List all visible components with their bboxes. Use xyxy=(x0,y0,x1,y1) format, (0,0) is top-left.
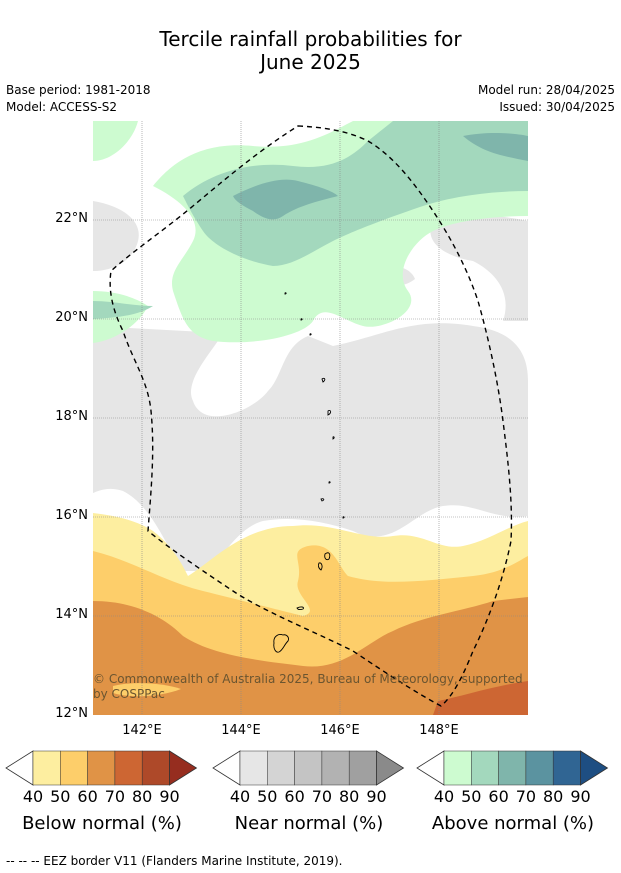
colorbar-segment-over xyxy=(169,750,198,786)
island-small-4 xyxy=(284,292,287,295)
colorbar-segment xyxy=(471,750,499,786)
lat-label-12: 12°N xyxy=(55,706,88,721)
colorbar-tick-label: 70 xyxy=(311,787,333,806)
model-run-text: Model run: 28/04/2025 xyxy=(477,83,615,97)
colorbar-segment xyxy=(87,750,116,786)
lon-label-148: 148°E xyxy=(419,723,459,738)
colorbar-tick-label: 60 xyxy=(488,787,509,806)
colorbar-segment-under xyxy=(212,750,241,786)
colorbar-segment xyxy=(348,750,377,786)
map-title-line2: June 2025 xyxy=(260,50,361,74)
issued-text: Issued: 30/04/2025 xyxy=(499,100,615,114)
colorbar-segment xyxy=(321,750,350,786)
colorbar-label-above: Above normal (%) xyxy=(431,813,595,834)
lat-label-22: 22°N xyxy=(55,211,88,226)
colorbar-segment xyxy=(498,750,527,786)
colorbar-label-near: Near normal (%) xyxy=(234,813,384,834)
colorbar-label-below: Below normal (%) xyxy=(22,813,182,834)
colorbar-tick-label: 80 xyxy=(543,787,564,806)
below-normal-80-region xyxy=(433,681,528,715)
colorbar-tick-label: 50 xyxy=(257,787,278,806)
island-small-5 xyxy=(309,333,312,336)
colorbar-segment xyxy=(60,750,88,786)
colorbar-segment xyxy=(267,750,295,786)
colorbar-segment-under xyxy=(416,750,445,786)
island-rota xyxy=(296,606,304,611)
lon-label-146: 146°E xyxy=(320,723,360,738)
lat-label-14: 14°N xyxy=(55,607,88,622)
model-text: Model: ACCESS-S2 xyxy=(6,100,118,114)
colorbar-segment xyxy=(294,750,323,786)
lat-label-16: 16°N xyxy=(55,508,88,523)
colorbar-segment-over xyxy=(580,750,609,786)
colorbar-tick-label: 60 xyxy=(77,787,98,806)
colorbar-segment-over xyxy=(376,750,405,786)
near-normal-region-central xyxy=(93,323,528,571)
colorbar-tick-label: 40 xyxy=(433,787,455,806)
colorbar-segment xyxy=(525,750,554,786)
colorbar-below-normal xyxy=(5,750,198,786)
colorbar-segment xyxy=(239,750,268,786)
colorbar-segment xyxy=(32,750,61,786)
rainfall-probability-map: © Commonwealth of Australia 2025, Bureau… xyxy=(93,121,528,715)
colorbars xyxy=(5,750,609,786)
island-guam xyxy=(273,634,289,653)
island-small-2 xyxy=(328,481,331,484)
lon-label-144: 144°E xyxy=(221,723,261,738)
colorbar-tick-label: 90 xyxy=(570,787,591,806)
colorbar-segment xyxy=(141,750,170,786)
copyright-notice-line1: © Commonwealth of Australia 2025, Bureau… xyxy=(93,672,523,686)
colorbar-tick-label: 80 xyxy=(132,787,153,806)
above-normal-60-region xyxy=(93,121,528,319)
graticule xyxy=(93,121,528,715)
below-normal-60-small-patch xyxy=(113,683,181,697)
base-period-text: Base period: 1981-2018 xyxy=(6,83,151,97)
lat-label-18: 18°N xyxy=(55,409,88,424)
colorbar-segment-under xyxy=(5,750,34,786)
colorbar-near-normal xyxy=(212,750,405,786)
island-anatahan xyxy=(320,498,325,502)
island-tinian xyxy=(317,562,323,571)
colorbar-tick-label: 70 xyxy=(104,787,126,806)
island-agrihan xyxy=(321,377,326,383)
map-canvas xyxy=(93,121,528,715)
colorbar-above-normal xyxy=(416,750,609,786)
copyright-notice-line2: by COSPPac xyxy=(93,687,165,701)
colorbar-tick-label: 90 xyxy=(159,787,180,806)
map-title-line1: Tercile rainfall probabilities for xyxy=(159,27,462,51)
island-pagan xyxy=(327,410,332,416)
colorbar-tick-label: 40 xyxy=(229,787,251,806)
colorbar-tick-label: 60 xyxy=(284,787,305,806)
island-saipan xyxy=(324,552,331,561)
near-normal-region-north-east xyxy=(430,215,528,321)
colorbar-tick-label: 80 xyxy=(339,787,360,806)
colorbar-segment xyxy=(114,750,143,786)
colorbar-tick-label: 70 xyxy=(515,787,537,806)
below-normal-70-region xyxy=(93,597,528,715)
islands xyxy=(273,292,345,653)
colorbar-tick-label: 90 xyxy=(366,787,387,806)
colorbar-segment xyxy=(552,750,581,786)
colorbar-tick-label: 50 xyxy=(461,787,482,806)
eez-border xyxy=(109,125,513,707)
colorbar-tick-label: 40 xyxy=(22,787,44,806)
near-normal-region-north-west xyxy=(93,201,139,271)
lat-label-20: 20°N xyxy=(55,310,88,325)
above-normal-70-region xyxy=(233,132,528,220)
colorbar-tick-label: 50 xyxy=(50,787,71,806)
eez-legend-footer: -- -- -- EEZ border V11 (Flanders Marine… xyxy=(6,854,343,868)
colorbar-segment xyxy=(443,750,472,786)
island-small-1 xyxy=(342,516,345,519)
island-small-3 xyxy=(300,318,303,321)
lon-label-142: 142°E xyxy=(122,723,162,738)
island-maug xyxy=(332,436,335,440)
